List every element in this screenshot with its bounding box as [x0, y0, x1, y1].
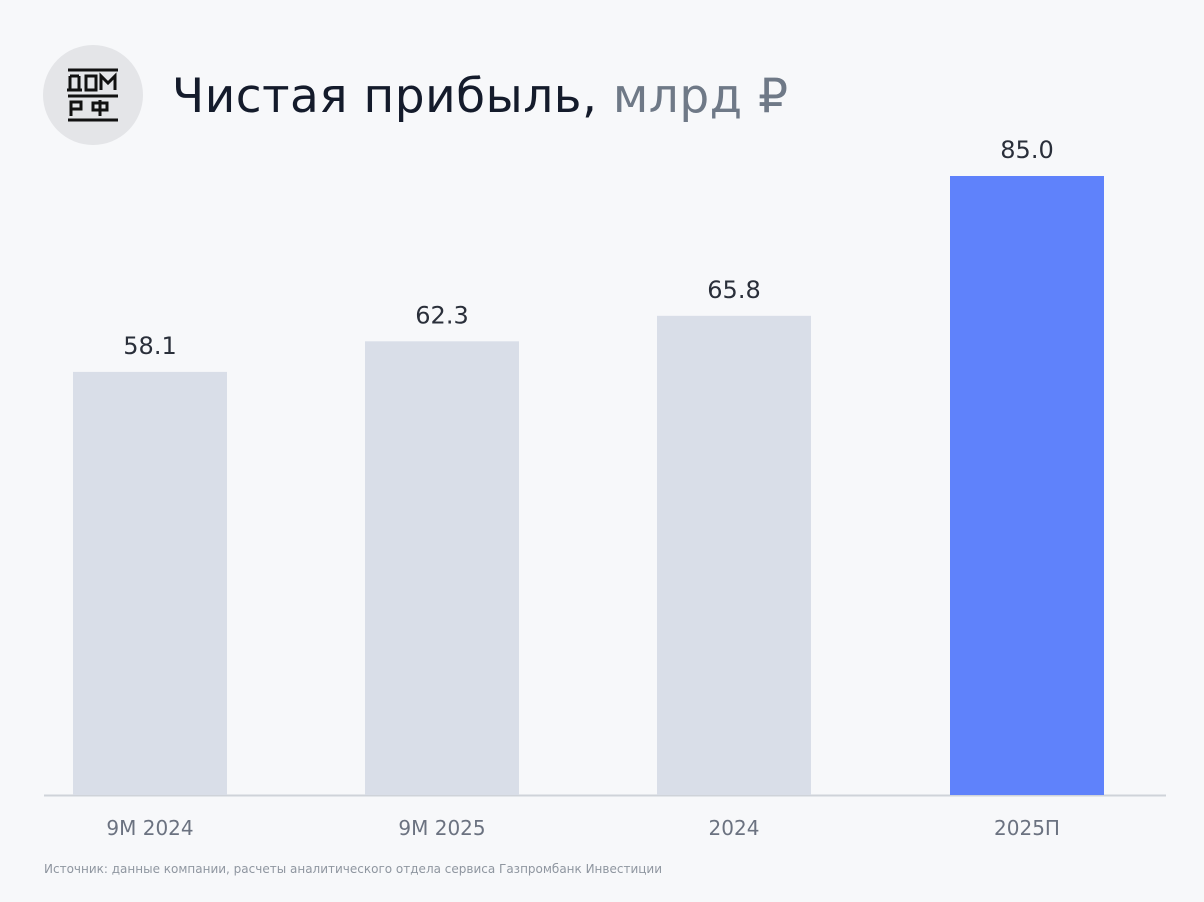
- source-note: Источник: данные компании, расчеты анали…: [44, 862, 663, 876]
- x-tick-label-0: 9М 2024: [106, 816, 193, 840]
- bar-1: [365, 341, 519, 795]
- dom-rf-logo: [43, 45, 143, 145]
- chart-title: Чистая прибыль, млрд ₽: [172, 62, 789, 132]
- bar-0: [73, 371, 227, 795]
- x-tick-label-2: 2024: [709, 816, 760, 840]
- bar-2: [657, 315, 811, 795]
- x-tick-label-1: 9М 2025: [398, 816, 485, 840]
- value-label-2: 65.8: [707, 276, 760, 304]
- title-unit: млрд ₽: [612, 69, 789, 124]
- value-label-0: 58.1: [123, 332, 176, 360]
- dom-rf-logo-icon: [67, 68, 118, 122]
- value-label-1: 62.3: [415, 301, 468, 329]
- value-label-3: 85.0: [1000, 136, 1053, 164]
- bar-3: [950, 176, 1104, 795]
- x-tick-label-3: 2025П: [994, 816, 1060, 840]
- title-main: Чистая прибыль,: [172, 69, 598, 124]
